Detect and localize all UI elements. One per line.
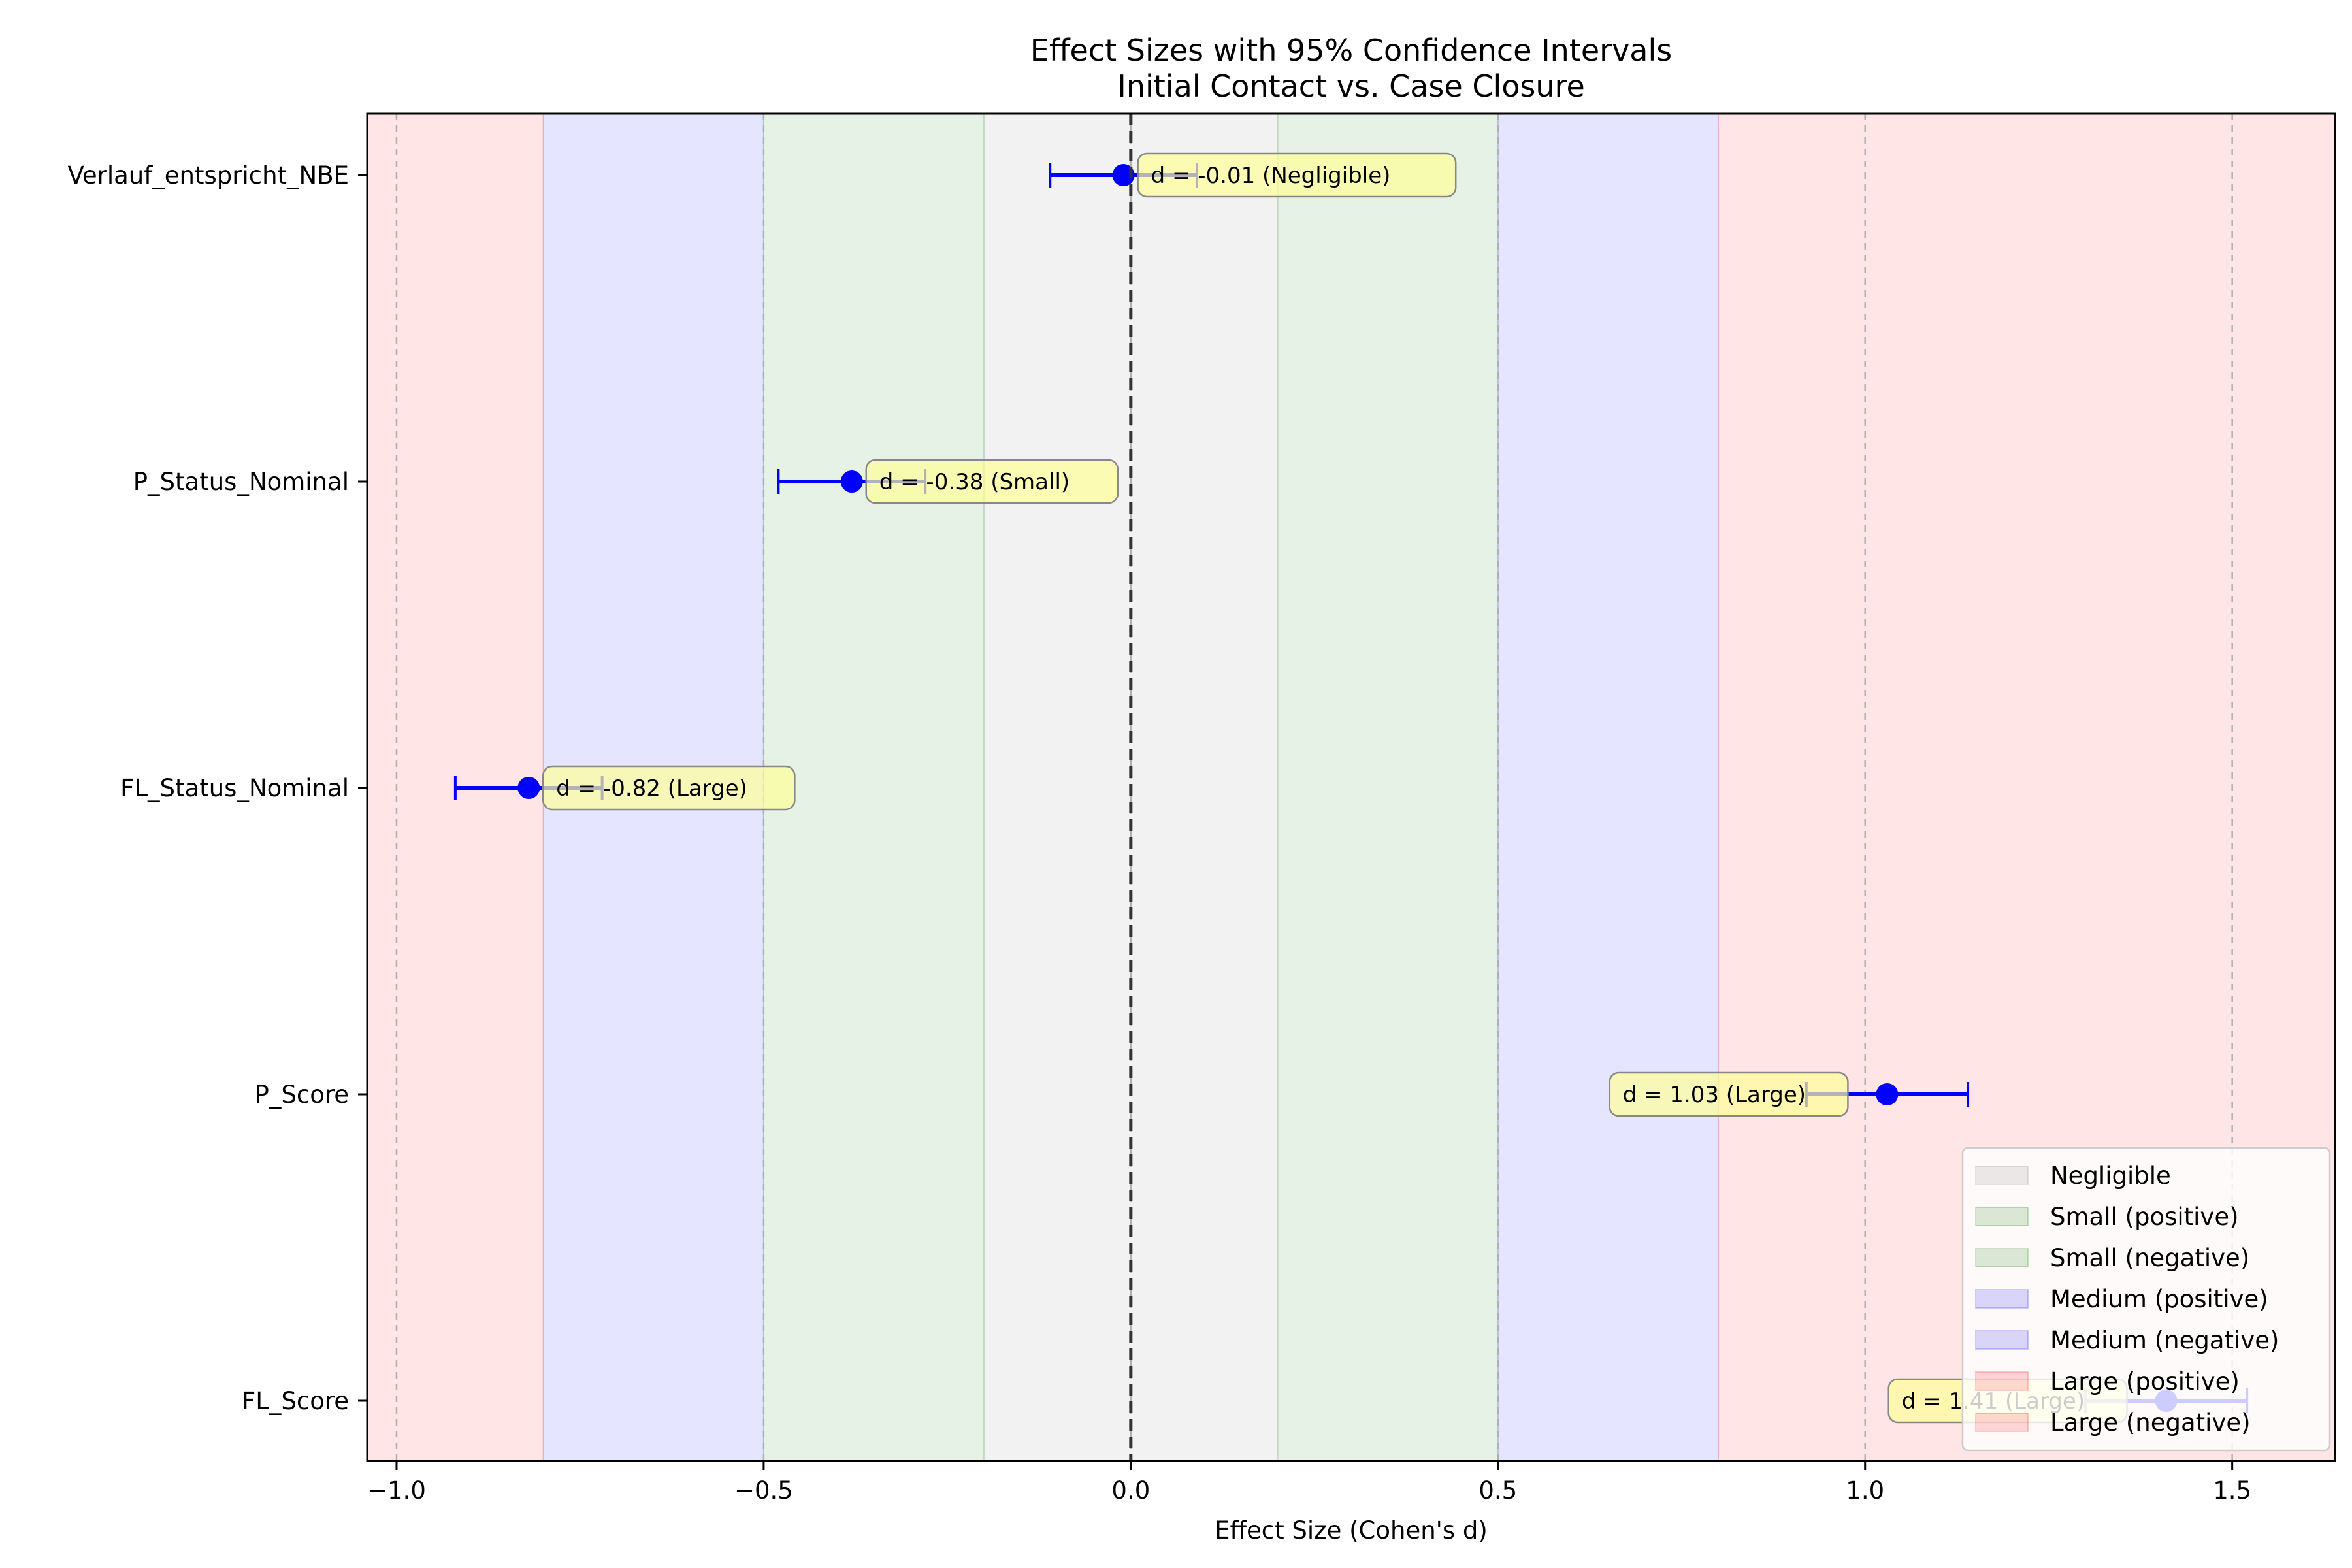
annotation-box: [1137, 152, 1457, 198]
x-axis-label: Effect Size (Cohen's d): [1215, 1516, 1488, 1544]
legend-swatch: [1975, 1248, 2029, 1267]
annotation-text: d = -0.01 (Negligible): [1151, 163, 1391, 189]
band-medium-positive: [1497, 113, 1719, 1462]
legend-entry: Small (positive): [1975, 1203, 2239, 1231]
legend-swatch: [1975, 1413, 2029, 1432]
legend-label: Medium (positive): [2050, 1285, 2268, 1313]
annotation-label: d = -0.38 (Small): [865, 459, 1119, 504]
legend-swatch: [1975, 1166, 2029, 1185]
band-small-positive: [1277, 113, 1499, 1462]
annotation-text: d = -0.82 (Large): [556, 776, 747, 802]
legend-swatch: [1975, 1289, 2029, 1309]
legend-label: Small (positive): [2050, 1203, 2239, 1231]
annotations: d = -0.01 (Negligible) d = -0.38 (Small) d…: [542, 152, 2128, 1424]
legend-label: Negligible: [2050, 1162, 2171, 1190]
annotation-box: [865, 459, 1119, 504]
legend-label: Large (negative): [2050, 1409, 2251, 1437]
annotation-text: d = -0.38 (Small): [879, 469, 1070, 495]
data-point: [517, 777, 540, 799]
legend-frame: [1961, 1147, 2331, 1452]
legend-label: Large (positive): [2050, 1367, 2240, 1396]
annotation-label: d = -0.01 (Negligible): [1137, 152, 1457, 198]
data-point: [1876, 1083, 1899, 1105]
legend-label: Small (negative): [2050, 1244, 2249, 1272]
legend-entry: Large (positive): [1975, 1367, 2240, 1396]
legend-entry: Small (negative): [1975, 1244, 2249, 1272]
annotation-text: d = 1.03 (Large): [1623, 1082, 1806, 1108]
y-tick-label: FL_Score: [242, 1387, 349, 1415]
data-point: [840, 470, 863, 493]
y-tick-label: Verlauf_entspricht_NBE: [67, 161, 349, 189]
annotation-label: d = -0.82 (Large): [542, 765, 796, 811]
x-tick-label: −1.0: [367, 1477, 426, 1505]
annotation-label: d = 1.03 (Large): [1609, 1071, 1849, 1117]
legend-label: Medium (negative): [2050, 1326, 2279, 1354]
legend-entry: Large (negative): [1975, 1409, 2251, 1437]
data-point: [1112, 164, 1135, 186]
legend-entry: Medium (negative): [1975, 1326, 2279, 1354]
chart-subtitle: Initial Contact vs. Case Closure: [1117, 69, 1585, 104]
legend-swatch: [1975, 1371, 2029, 1391]
y-tick-label: P_Status_Nominal: [133, 468, 349, 496]
x-tick-label: 1.5: [2213, 1477, 2251, 1505]
x-tick-label: 0.0: [1111, 1477, 1150, 1505]
x-tick-label: 0.5: [1478, 1477, 1517, 1505]
annotation-box: [542, 765, 796, 811]
legend-entry: Medium (positive): [1975, 1285, 2268, 1313]
x-tick-label: 1.0: [1846, 1477, 1884, 1505]
legend-swatch: [1975, 1330, 2029, 1350]
x-tick-label: −0.5: [734, 1477, 793, 1505]
legend-entry: Negligible: [1975, 1162, 2171, 1190]
legend: Negligible Small (positive) Small (negativ…: [1961, 1147, 2331, 1452]
legend-swatch: [1975, 1207, 2029, 1226]
annotation-box: [1609, 1071, 1849, 1117]
y-tick-label: P_Score: [255, 1081, 349, 1109]
chart-title: Effect Sizes with 95% Confidence Interva…: [1030, 33, 1673, 68]
y-tick-label: FL_Status_Nominal: [120, 774, 349, 802]
band-small-negative: [762, 113, 985, 1462]
